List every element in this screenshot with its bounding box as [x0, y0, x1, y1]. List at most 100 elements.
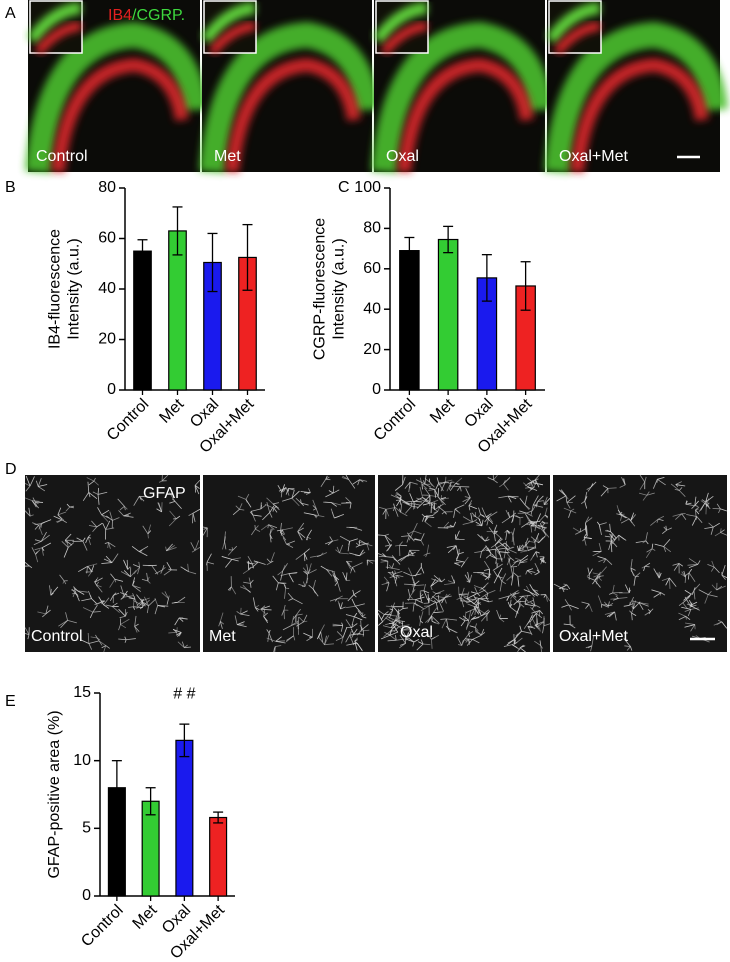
astrocyte-process	[94, 582, 98, 587]
astrocyte-process	[453, 508, 456, 518]
astrocyte-process	[291, 497, 300, 507]
astrocyte-process	[711, 560, 715, 568]
y-axis-label: Intensity (a.u.)	[331, 238, 348, 339]
astrocyte-process	[594, 580, 601, 588]
astrocyte-process	[146, 605, 149, 614]
astrocyte-process	[395, 635, 397, 641]
astrocyte-process	[105, 527, 115, 530]
astrocyte-process	[336, 546, 340, 554]
astrocyte-process	[524, 546, 534, 548]
astrocyte-process	[377, 553, 387, 558]
astrocyte-process	[543, 496, 548, 505]
astrocyte-process	[686, 603, 693, 607]
astrocyte-process	[415, 479, 426, 485]
astrocyte-process	[541, 522, 546, 527]
astrocyte-process	[620, 518, 630, 524]
astrocyte-process	[340, 606, 346, 610]
astrocyte-process	[87, 537, 92, 546]
astrocyte-process	[530, 536, 539, 544]
astrocyte-process	[132, 564, 140, 568]
astrocyte-process	[320, 631, 324, 643]
astrocyte-process	[260, 504, 267, 510]
inset-ib4	[34, 21, 82, 55]
astrocyte-process	[243, 581, 251, 584]
astrocyte-process	[507, 557, 512, 568]
astrocyte-process	[568, 604, 579, 610]
astrocyte-process	[507, 495, 512, 503]
astrocyte-process	[349, 502, 352, 509]
astrocyte-process	[137, 567, 141, 575]
astrocyte-process	[272, 502, 280, 505]
astrocyte-process	[704, 502, 710, 507]
astrocyte-process	[316, 631, 322, 640]
astrocyte-process	[349, 635, 355, 646]
astrocyte-process	[280, 529, 284, 533]
stain-label: IB4/CGRP.	[108, 7, 185, 24]
astrocyte-process	[685, 616, 691, 621]
astrocyte-process	[224, 531, 226, 542]
astrocyte-process	[672, 563, 680, 566]
astrocyte-process	[286, 635, 294, 641]
astrocyte-process	[512, 592, 517, 596]
astrocyte-process	[543, 527, 546, 532]
astrocyte-process	[499, 618, 505, 623]
astrocyte-process	[255, 528, 261, 532]
astrocyte-process	[675, 484, 681, 486]
astrocyte-process	[401, 629, 408, 640]
astrocyte-process	[409, 596, 413, 599]
astrocyte-process	[474, 587, 478, 594]
astrocyte-process	[105, 520, 111, 530]
astrocyte-process	[716, 621, 723, 626]
astrocyte-process	[123, 570, 131, 577]
astrocyte-process	[618, 534, 627, 541]
inset-ib4	[208, 21, 256, 55]
astrocyte-process	[431, 506, 438, 512]
astrocyte-process	[678, 563, 684, 567]
astrocyte-process	[354, 640, 358, 651]
astrocyte-process	[171, 498, 176, 502]
astrocyte-process	[407, 632, 411, 637]
astrocyte-process	[377, 621, 383, 627]
y-tick-label: 10	[73, 752, 91, 769]
astrocyte-process	[503, 548, 507, 559]
astrocyte-process	[407, 532, 410, 536]
astrocyte-process	[154, 605, 159, 615]
astrocyte-process	[312, 508, 317, 511]
astrocyte-process	[384, 535, 393, 542]
astrocyte-process	[415, 584, 425, 586]
astrocyte-process	[105, 645, 110, 649]
astrocyte-process	[40, 531, 47, 542]
astrocyte-process	[526, 512, 533, 517]
astrocyte-process	[138, 561, 141, 568]
astrocyte-process	[411, 585, 416, 587]
condition-label: Oxal	[400, 624, 433, 641]
astrocyte-process	[707, 563, 715, 568]
astrocyte-process	[320, 479, 327, 488]
astrocyte-process	[472, 634, 482, 640]
astrocyte-process	[406, 535, 410, 543]
astrocyte-process	[422, 480, 426, 485]
astrocyte-process	[404, 500, 414, 503]
astrocyte-process	[518, 560, 522, 564]
astrocyte-process	[460, 597, 465, 608]
astrocyte-process	[423, 553, 428, 556]
astrocyte-process	[519, 647, 526, 653]
astrocyte-process	[229, 586, 232, 592]
astrocyte-process	[423, 590, 429, 601]
astrocyte-process	[465, 488, 471, 498]
astrocyte-process	[382, 625, 392, 629]
astrocyte-process	[395, 494, 401, 500]
astrocyte-process	[493, 570, 498, 577]
astrocyte-process	[239, 503, 243, 510]
astrocyte-process	[325, 492, 334, 498]
astrocyte-process	[477, 589, 486, 594]
astrocyte-process	[537, 524, 546, 534]
astrocyte-process	[691, 505, 696, 509]
astrocyte-process	[458, 594, 462, 602]
astrocyte-process	[123, 512, 131, 517]
astrocyte-process	[360, 540, 368, 545]
astrocyte-process	[231, 547, 234, 551]
astrocyte-process	[38, 484, 48, 487]
astrocyte-process	[422, 497, 430, 504]
astrocyte-process	[506, 595, 510, 601]
